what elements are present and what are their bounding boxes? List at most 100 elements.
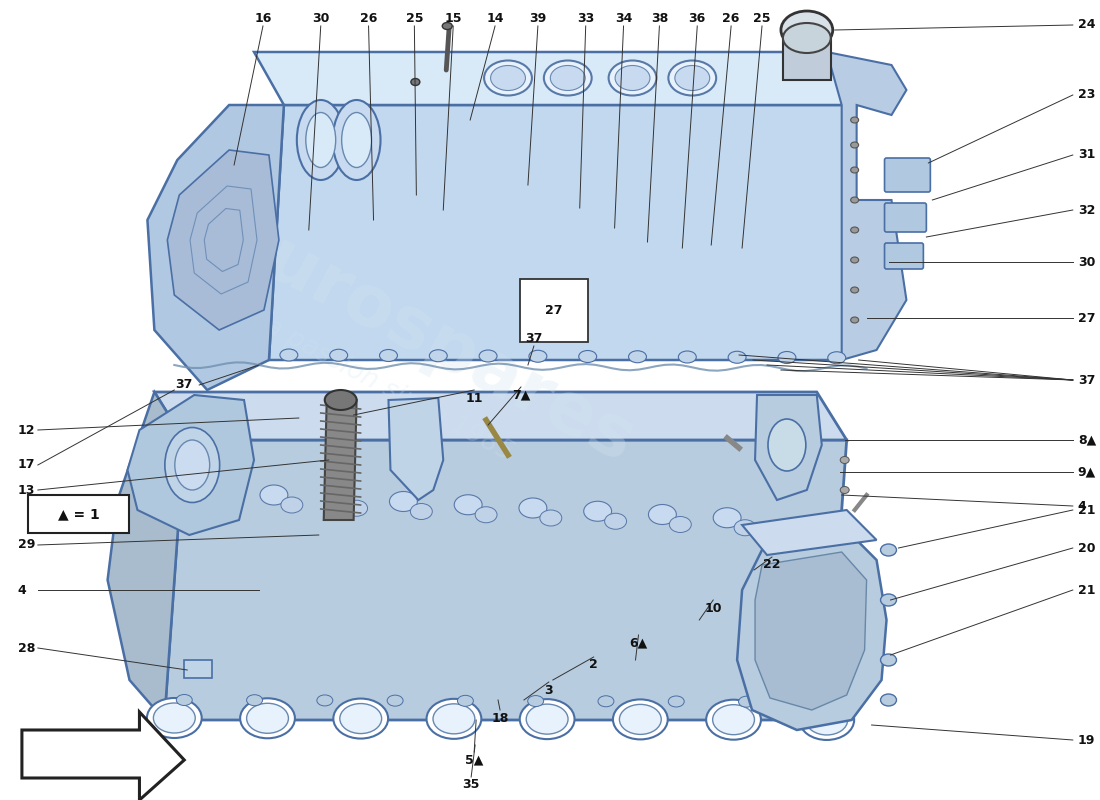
Polygon shape — [128, 395, 254, 535]
Ellipse shape — [433, 704, 475, 734]
Ellipse shape — [669, 696, 684, 707]
Ellipse shape — [529, 350, 547, 362]
Text: 26: 26 — [360, 11, 377, 25]
Ellipse shape — [628, 350, 647, 362]
Ellipse shape — [615, 66, 650, 90]
Text: 13: 13 — [18, 483, 35, 497]
Text: 18: 18 — [492, 711, 508, 725]
Polygon shape — [268, 105, 857, 360]
Text: 35: 35 — [462, 778, 480, 791]
Ellipse shape — [598, 696, 614, 706]
Ellipse shape — [850, 227, 859, 233]
Text: 16: 16 — [254, 11, 272, 25]
Ellipse shape — [768, 419, 806, 471]
Ellipse shape — [387, 695, 403, 706]
Text: 38: 38 — [651, 11, 668, 25]
Text: 19: 19 — [1078, 734, 1096, 746]
Text: 25: 25 — [406, 11, 424, 25]
Ellipse shape — [442, 22, 452, 30]
Ellipse shape — [332, 100, 381, 180]
Ellipse shape — [850, 117, 859, 123]
Text: 3: 3 — [544, 683, 553, 697]
Ellipse shape — [345, 500, 367, 516]
Text: 21: 21 — [1078, 503, 1096, 517]
Text: eurospares: eurospares — [210, 202, 646, 478]
Polygon shape — [755, 395, 822, 500]
Text: 11: 11 — [465, 391, 483, 405]
Ellipse shape — [675, 66, 710, 90]
Polygon shape — [22, 712, 185, 800]
Text: 32: 32 — [1078, 203, 1096, 217]
Ellipse shape — [800, 700, 854, 740]
Ellipse shape — [828, 352, 846, 364]
Polygon shape — [737, 530, 887, 730]
Ellipse shape — [458, 695, 473, 706]
Ellipse shape — [728, 351, 746, 363]
Text: 34: 34 — [615, 11, 632, 25]
Ellipse shape — [850, 317, 859, 323]
Ellipse shape — [491, 66, 526, 90]
Ellipse shape — [840, 517, 849, 523]
Polygon shape — [827, 52, 906, 360]
Ellipse shape — [806, 705, 848, 735]
Text: 20: 20 — [1078, 542, 1096, 554]
Text: 9▲: 9▲ — [1078, 466, 1096, 478]
Text: 5▲: 5▲ — [465, 754, 483, 766]
Ellipse shape — [165, 427, 220, 502]
Ellipse shape — [147, 698, 201, 738]
Text: 4: 4 — [1078, 499, 1087, 513]
Polygon shape — [167, 150, 279, 330]
Ellipse shape — [519, 699, 574, 739]
Text: 24: 24 — [1078, 18, 1096, 31]
Polygon shape — [254, 52, 857, 105]
Ellipse shape — [550, 66, 585, 90]
Ellipse shape — [778, 351, 796, 363]
Ellipse shape — [526, 704, 568, 734]
Text: 37: 37 — [525, 331, 542, 345]
Text: 26: 26 — [723, 11, 740, 25]
Polygon shape — [323, 400, 356, 520]
Ellipse shape — [840, 606, 849, 614]
Ellipse shape — [850, 167, 859, 173]
Ellipse shape — [706, 700, 761, 740]
Ellipse shape — [840, 546, 849, 554]
Ellipse shape — [324, 488, 353, 508]
Ellipse shape — [342, 113, 372, 167]
Text: 33: 33 — [578, 11, 594, 25]
Text: 30: 30 — [312, 11, 329, 25]
Ellipse shape — [880, 654, 896, 666]
Text: 4: 4 — [18, 583, 26, 597]
Ellipse shape — [781, 11, 833, 49]
Ellipse shape — [783, 23, 830, 53]
Text: a passion since 1985: a passion since 1985 — [260, 314, 517, 466]
Ellipse shape — [480, 350, 497, 362]
Text: 6▲: 6▲ — [629, 637, 648, 650]
Ellipse shape — [175, 440, 210, 490]
Ellipse shape — [410, 503, 432, 519]
Ellipse shape — [246, 703, 288, 734]
Ellipse shape — [340, 703, 382, 734]
Text: 29: 29 — [18, 538, 35, 551]
Text: 27: 27 — [546, 303, 562, 317]
Ellipse shape — [619, 705, 661, 734]
Text: 39: 39 — [529, 11, 547, 25]
Text: 30: 30 — [1078, 255, 1096, 269]
Text: 21: 21 — [1078, 583, 1096, 597]
Text: 36: 36 — [689, 11, 706, 25]
Ellipse shape — [850, 197, 859, 203]
Ellipse shape — [713, 705, 755, 734]
Ellipse shape — [519, 498, 547, 518]
Ellipse shape — [840, 486, 849, 494]
Text: 8▲: 8▲ — [1078, 434, 1096, 446]
Ellipse shape — [324, 390, 356, 410]
Ellipse shape — [176, 694, 192, 706]
FancyBboxPatch shape — [884, 203, 926, 232]
Ellipse shape — [540, 510, 562, 526]
Text: 7▲: 7▲ — [512, 389, 530, 402]
Ellipse shape — [850, 257, 859, 263]
Polygon shape — [388, 398, 443, 500]
Ellipse shape — [153, 703, 195, 733]
FancyBboxPatch shape — [884, 158, 931, 192]
Ellipse shape — [379, 350, 397, 362]
Ellipse shape — [240, 698, 295, 738]
